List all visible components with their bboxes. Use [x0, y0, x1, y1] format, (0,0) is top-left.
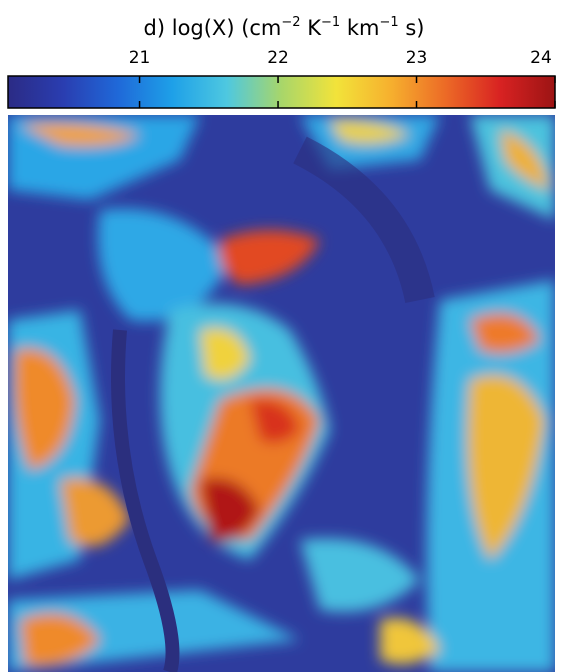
title: d) log(X) (cm−2 K−1 km−1 s) — [144, 15, 425, 40]
figure: d) log(X) (cm−2 K−1 km−1 s) 21222324 — [0, 0, 563, 672]
page: {"chart_data": {"type": "colorbar-map", … — [0, 0, 563, 672]
title-text: d) log(X) (cm — [144, 16, 282, 40]
tick-label: 24 — [530, 48, 552, 68]
title-superscript: −1 — [379, 15, 398, 30]
tick-label: 23 — [406, 48, 428, 68]
tick-label: 21 — [129, 48, 151, 68]
title-text: s) — [399, 16, 425, 40]
title-superscript: −2 — [281, 15, 300, 30]
tick-label: 22 — [267, 48, 289, 68]
title-text: K — [301, 16, 323, 40]
title-text: km — [340, 16, 379, 40]
colorbar — [8, 76, 555, 108]
title-superscript: −1 — [321, 15, 340, 30]
map-image — [8, 115, 555, 672]
